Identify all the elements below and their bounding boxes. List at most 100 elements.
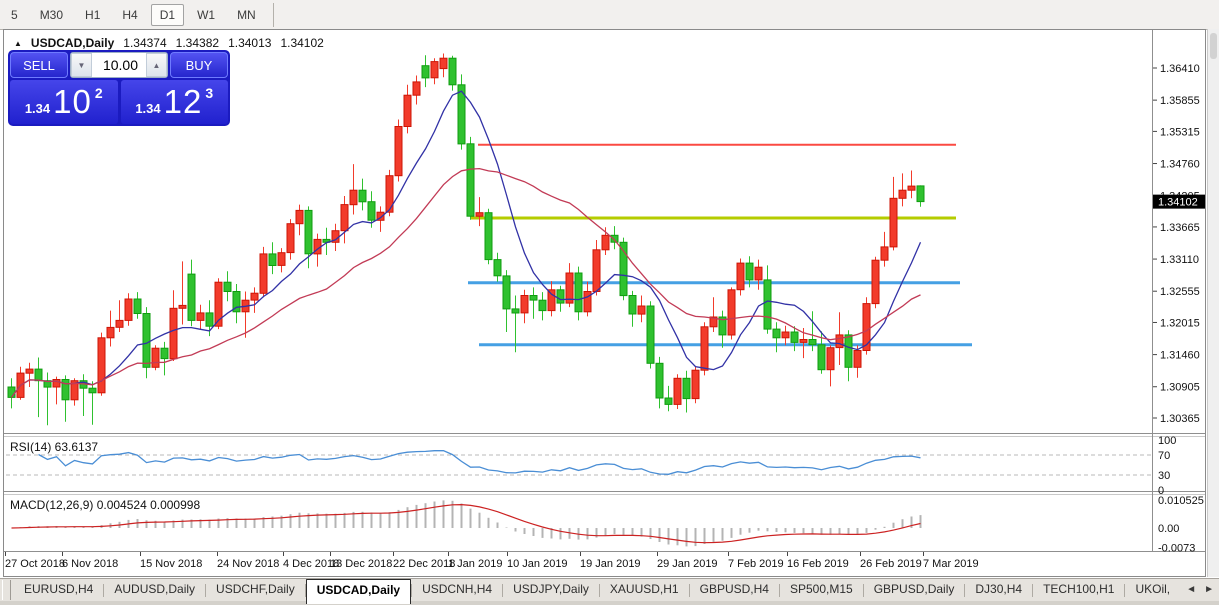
buy-button[interactable]: BUY: [170, 52, 228, 78]
candle-body: [70, 380, 79, 401]
chart-tab-usdjpy-daily[interactable]: USDJPY,Daily: [513, 582, 589, 596]
current-price-tag-text: 1.34102: [1158, 197, 1198, 209]
candle-body: [448, 57, 457, 86]
candle-body: [340, 204, 349, 232]
period-button-h1[interactable]: H1: [85, 7, 101, 22]
scrollbar-thumb[interactable]: [1210, 33, 1217, 59]
chart-tab-eurusd-h4[interactable]: EURUSD,H4: [24, 582, 94, 596]
candle-body: [403, 94, 412, 127]
candle-body: [655, 362, 664, 399]
candle-body: [790, 331, 799, 343]
candle-body: [592, 249, 601, 293]
tabs-scroll-left-icon[interactable]: ◄: [1186, 584, 1197, 595]
rsi-axis-label: 70: [1158, 450, 1170, 462]
bid-price-box[interactable]: 1.34 10 2: [10, 80, 118, 124]
candle-body: [349, 189, 358, 206]
candle-body: [169, 307, 178, 360]
time-axis-label: 10 Jan 2019: [507, 558, 568, 570]
time-axis-label: 13 Dec 2018: [330, 558, 392, 570]
candle-body: [853, 350, 862, 368]
period-button-mn[interactable]: MN: [237, 7, 256, 22]
tab-separator: [103, 584, 105, 597]
macd-axis-label: 0.00: [1158, 523, 1179, 535]
candle-body: [547, 289, 556, 312]
period-button-w1[interactable]: W1: [197, 7, 216, 22]
volume-decrease-button[interactable]: ▼: [71, 53, 92, 77]
candle-body: [88, 387, 97, 394]
candle-body: [736, 262, 745, 291]
price-axis-label: 1.33665: [1160, 222, 1200, 234]
rsi-line: [38, 449, 921, 475]
macd-axis-label: -0.0073: [1158, 542, 1195, 554]
candle-body: [439, 57, 448, 70]
price-axis-label: 1.33110: [1160, 254, 1199, 266]
candle-body: [385, 175, 394, 213]
ask-price-box[interactable]: 1.34 12 3: [120, 80, 228, 124]
candle-body: [700, 326, 709, 371]
chart-tab-usdchf-daily[interactable]: USDCHF,Daily: [216, 582, 295, 596]
collapse-triangle-icon[interactable]: ▲: [14, 39, 22, 48]
candle-body: [889, 197, 898, 248]
chart-tab-usdcnh-h4[interactable]: USDCNH,H4: [422, 582, 493, 596]
tab-separator: [1124, 584, 1126, 597]
candle-body: [151, 347, 160, 368]
period-button-5[interactable]: 5: [11, 7, 18, 22]
sell-button[interactable]: SELL: [10, 52, 68, 78]
macd-histogram: [19, 500, 922, 547]
chart-tab-tech100-h1[interactable]: TECH100,H1: [1043, 582, 1115, 596]
period-button-m30[interactable]: M30: [39, 7, 64, 22]
candle-body: [565, 272, 574, 304]
ask-price-small: 1.34: [135, 100, 161, 116]
period-button-d1[interactable]: D1: [150, 3, 185, 26]
candle-body: [556, 289, 565, 304]
candle-body: [898, 189, 907, 199]
candle-body: [799, 339, 808, 343]
volume-input[interactable]: 10.00: [102, 57, 138, 73]
candle-body: [34, 368, 43, 382]
candle-body: [430, 61, 439, 79]
ma-slow-line[interactable]: [10, 167, 921, 398]
volume-increase-button[interactable]: ▲: [146, 53, 167, 77]
window-scrollbar[interactable]: [1207, 29, 1219, 577]
candles-group: [7, 53, 925, 426]
candle-body: [610, 234, 619, 243]
chart-tab-xauusd-h1[interactable]: XAUUSD,H1: [609, 582, 679, 596]
chart-tab-audusd-daily[interactable]: AUDUSD,Daily: [114, 582, 196, 596]
candle-body: [358, 189, 367, 203]
macd-signal-line: [11, 503, 921, 544]
chart-tab-gbpusd-daily[interactable]: GBPUSD,Daily: [873, 582, 955, 596]
bid-price-pip: 2: [94, 85, 103, 101]
tab-separator: [688, 584, 690, 597]
chart-tab-gbpusd-h4[interactable]: GBPUSD,H4: [699, 582, 769, 596]
candle-body: [484, 212, 493, 261]
ma-fast-line[interactable]: [10, 90, 922, 398]
time-axis-label: 27 Oct 2018: [5, 558, 65, 570]
period-button-h4[interactable]: H4: [122, 7, 138, 22]
candle-body: [835, 334, 844, 349]
chart-tab-bar: EURUSD,H4 AUDUSD,Daily USDCHF,Daily USDCAD,…: [0, 578, 1219, 605]
tab-separator: [411, 584, 413, 597]
candle-body: [142, 313, 151, 368]
candle-body: [511, 308, 520, 314]
tabbar-grip[interactable]: [2, 580, 11, 600]
chart-tab-usdcad-daily[interactable]: USDCAD,Daily: [305, 579, 412, 604]
time-axis-label: 6 Nov 2018: [62, 558, 118, 570]
candle-body: [601, 234, 610, 251]
time-axis-label: 1 Jan 2019: [448, 558, 502, 570]
time-axis-label: 16 Feb 2019: [787, 558, 849, 570]
candle-body: [538, 299, 547, 312]
chart-tab-dj30-h4[interactable]: DJ30,H4: [975, 582, 1023, 596]
chart-tab-sp500-m15[interactable]: SP500,M15: [789, 582, 853, 596]
time-axis-label: 7 Feb 2019: [728, 558, 784, 570]
periods-toolbar: 5 M30 H1 H4 D1 W1 MN: [0, 0, 1219, 30]
candle-body: [673, 377, 682, 405]
time-axis-label: 19 Jan 2019: [580, 558, 641, 570]
candle-body: [394, 126, 403, 177]
chart-tab-ukoil-[interactable]: UKOil,: [1135, 582, 1171, 596]
candle-body: [817, 344, 826, 371]
tabs-scroll-right-icon[interactable]: ►: [1204, 584, 1214, 595]
candle-body: [475, 212, 484, 217]
candle-body: [295, 209, 304, 225]
candle-body: [763, 279, 772, 330]
